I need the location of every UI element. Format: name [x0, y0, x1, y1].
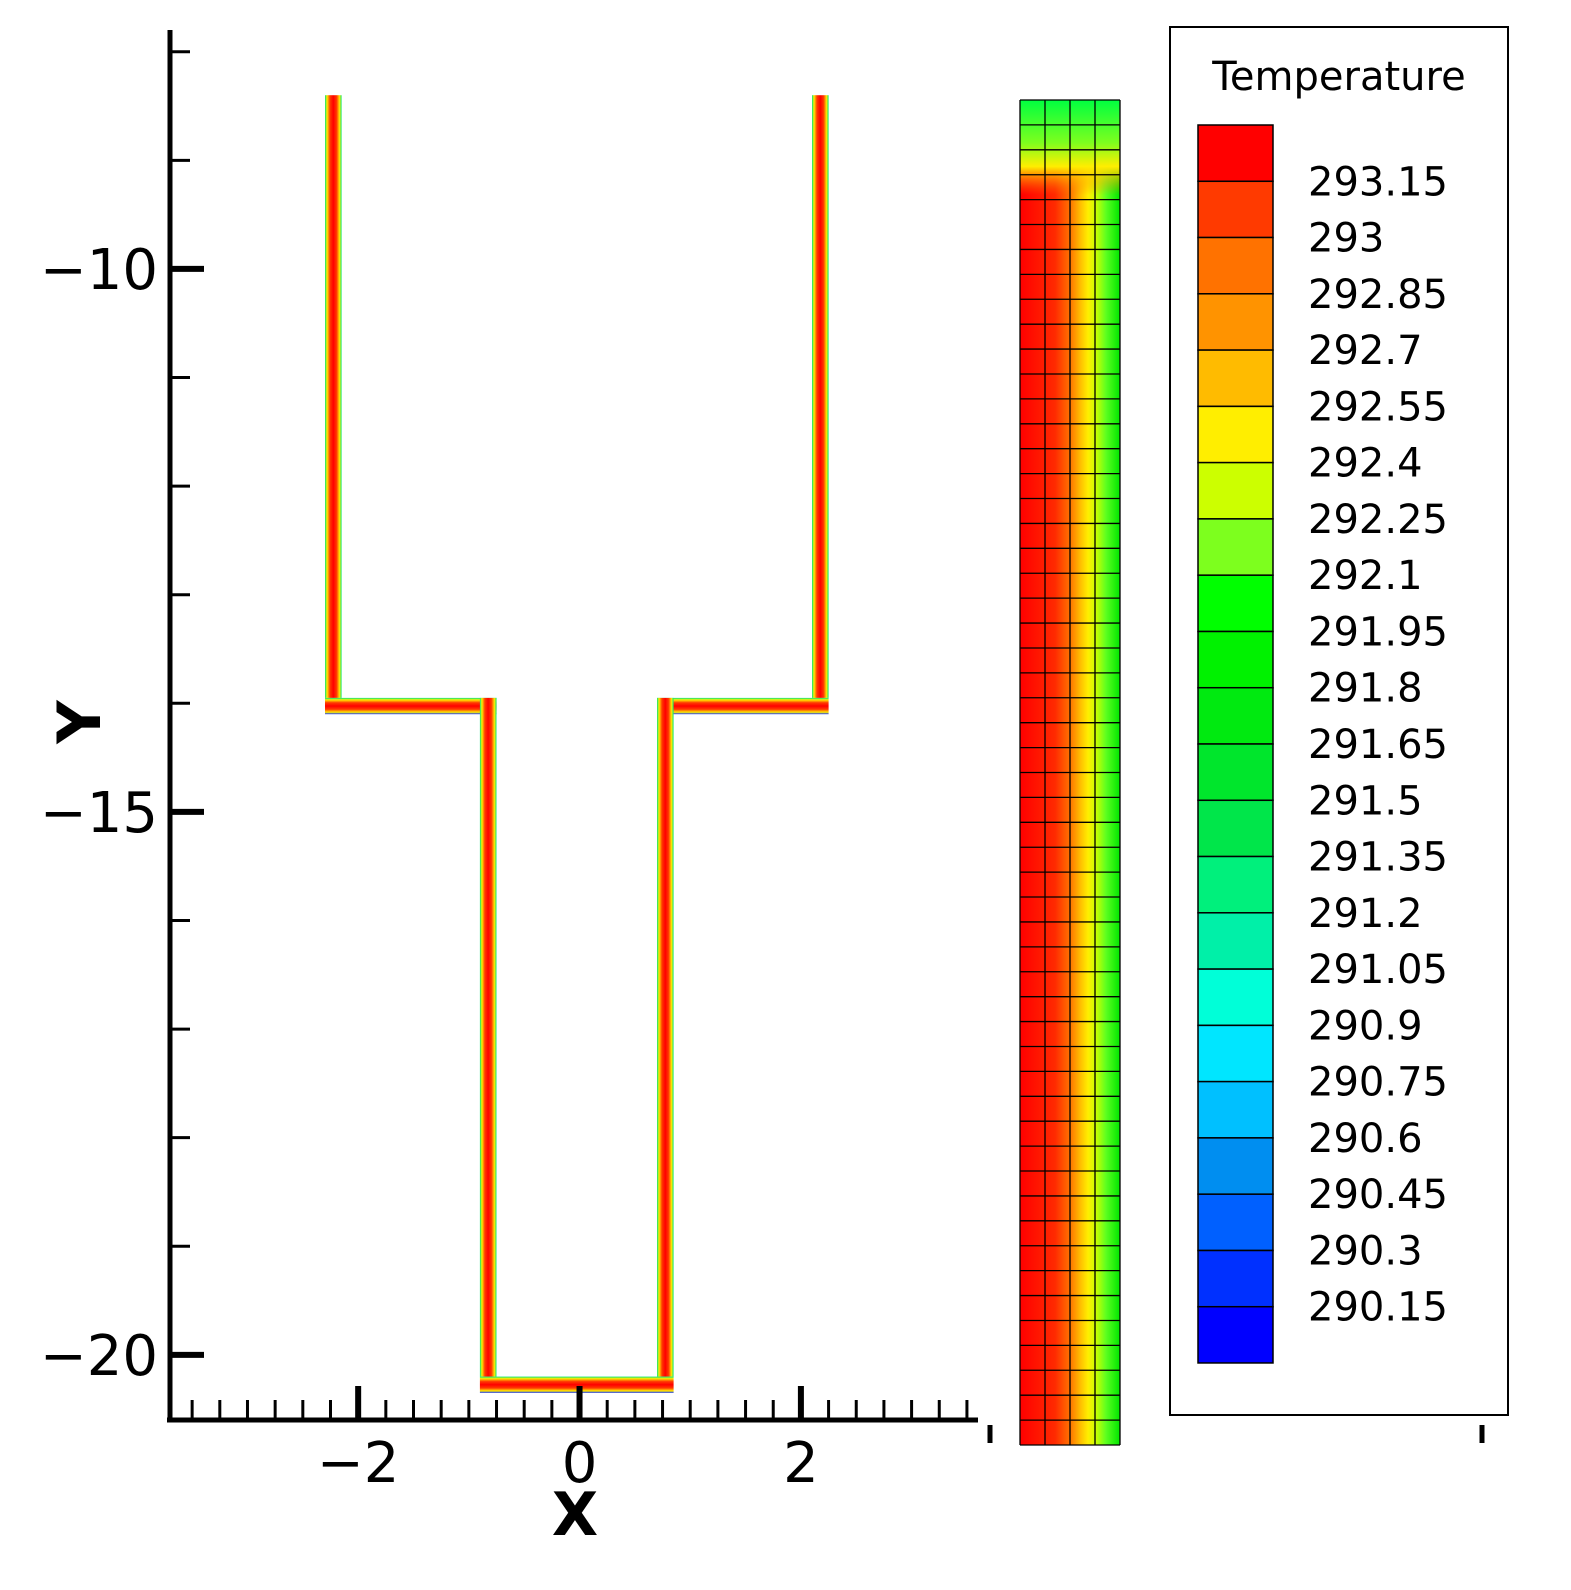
legend-labels: 293.15 293 292.85 292.7 292.55 292.4 292.25 292…	[1308, 159, 1448, 1330]
legend-swatch	[1197, 1137, 1274, 1195]
legend-label: 290.45	[1308, 1172, 1448, 1218]
y-ticks: −10 −15 −20	[40, 50, 204, 1389]
x-ticks: −2 0 2	[190, 1386, 969, 1496]
legend-swatch	[1197, 293, 1274, 351]
legend-label: 291.2	[1308, 891, 1423, 937]
x-tick-label: −2	[317, 1431, 400, 1496]
legend-label: 291.95	[1308, 610, 1448, 656]
y-tick-label: −15	[40, 781, 158, 846]
legend-swatch	[1197, 630, 1274, 689]
region-left-shoulder	[325, 697, 497, 715]
legend-swatch	[1197, 236, 1274, 295]
legend-swatch	[1197, 180, 1274, 239]
legend-swatch	[1197, 1193, 1274, 1252]
temperature-legend: Temperature 293.15293292.85292.7292.5529…	[1169, 26, 1509, 1416]
legend-swatch	[1197, 1024, 1274, 1083]
legend-label: 292.85	[1308, 272, 1448, 318]
legend-label: 290.6	[1308, 1116, 1423, 1162]
region-left-lower-wall	[479, 697, 497, 1377]
x-tick-label: 2	[783, 1431, 819, 1496]
legend-label: 290.15	[1308, 1285, 1448, 1331]
mesh-detail-panel	[987, 99, 1485, 1446]
legend-label: 291.5	[1308, 778, 1423, 824]
legend-label: 292.4	[1308, 441, 1423, 487]
legend-swatch	[1197, 518, 1274, 576]
region-bottom	[479, 1376, 674, 1393]
y-tick-label: −20	[40, 1324, 158, 1389]
legend-label: 291.65	[1308, 722, 1448, 768]
y-axis-title: Y	[45, 699, 115, 745]
legend-label: 290.9	[1308, 1003, 1423, 1049]
legend-swatch	[1197, 912, 1274, 970]
region-right-upper-wall	[812, 95, 829, 698]
region-right-shoulder	[657, 697, 829, 715]
region-right-lower-wall	[657, 697, 674, 1377]
contour-regions	[325, 95, 829, 1393]
x-axis-title: X	[552, 1480, 598, 1550]
legend-swatch	[1197, 799, 1274, 858]
legend-label: 292.1	[1308, 553, 1423, 599]
x-tick-label: 0	[562, 1431, 598, 1496]
legend-label: 292.25	[1308, 497, 1448, 543]
plot-axes: −10−15−20 −2 0 2 X Y	[40, 30, 978, 1550]
legend-swatch	[1197, 349, 1274, 408]
legend-swatches	[1197, 124, 1274, 1364]
mesh-grid	[1019, 99, 1121, 1446]
legend-label: 290.75	[1308, 1060, 1448, 1106]
legend-title: Temperature	[1211, 54, 1465, 100]
legend-label: 291.35	[1308, 835, 1448, 881]
legend-swatch	[1197, 1249, 1274, 1308]
legend-label: 292.7	[1308, 328, 1423, 374]
legend-label: 291.05	[1308, 947, 1448, 993]
legend-swatch	[1197, 574, 1274, 633]
legend-label: 290.3	[1308, 1229, 1423, 1275]
legend-swatch	[1197, 124, 1274, 183]
legend-label: 291.8	[1308, 666, 1423, 712]
legend-label: 293.15	[1308, 159, 1448, 205]
region-left-upper-wall	[325, 95, 342, 698]
legend-swatch	[1197, 461, 1274, 520]
legend-swatch	[1197, 405, 1274, 464]
legend-swatch	[1197, 968, 1274, 1027]
legend-swatch	[1197, 743, 1274, 802]
legend-swatch	[1197, 1305, 1274, 1364]
y-tick-label: −10	[40, 238, 158, 303]
legend-label: 293	[1308, 216, 1384, 262]
legend-swatch	[1197, 1080, 1274, 1139]
legend-swatch	[1197, 855, 1274, 914]
legend-label: 292.55	[1308, 384, 1448, 430]
legend-swatch	[1197, 686, 1274, 745]
